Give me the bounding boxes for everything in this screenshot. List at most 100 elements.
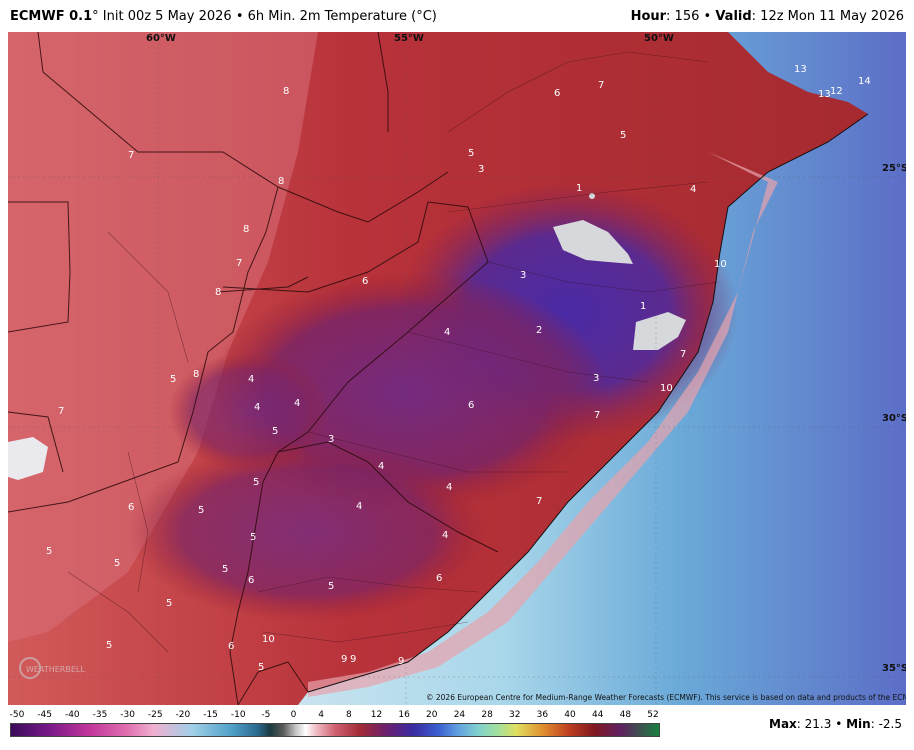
- legend-tick-label: -35: [92, 710, 108, 720]
- contour-label: 5: [222, 564, 228, 575]
- map-svg: 60°W 55°W 50°W 25°S 30°S 35°S 8 7 6 7 13…: [8, 32, 906, 705]
- contour-label: 7: [128, 150, 134, 161]
- valid-value: : 12z Mon 11 May 2026: [751, 9, 904, 24]
- max-min-readout: Max: 21.3 • Min: -2.5: [769, 717, 902, 731]
- legend-tick-label: -10: [230, 710, 246, 720]
- contour-label: 5: [170, 374, 176, 385]
- contour-label: 8: [278, 176, 284, 187]
- legend-tick-label: 20: [426, 710, 438, 720]
- lat-label: 25°S: [882, 163, 906, 174]
- coastline: [307, 113, 869, 693]
- contour-label: 7: [594, 410, 600, 421]
- legend-tick-label: 16: [398, 710, 410, 720]
- contour-label: 10: [660, 383, 673, 394]
- contour-label: 3: [328, 434, 334, 445]
- freezing-patch: [553, 220, 633, 264]
- contour-label: 5: [468, 148, 474, 159]
- cool-region-west: [168, 352, 328, 472]
- contour-label: 13: [818, 89, 831, 100]
- legend-tick-label: 44: [591, 710, 604, 720]
- legend-tick-label: 8: [345, 710, 352, 720]
- freezing-dot: [589, 193, 595, 199]
- contour-label: 5: [166, 598, 172, 609]
- legend-tick-label: 4: [318, 710, 325, 720]
- hour-value: : 156: [666, 9, 700, 24]
- legend-colorbar: [10, 723, 660, 737]
- legend-tick-label: 0: [290, 710, 297, 720]
- field-name: 6h Min. 2m Temperature (°C): [247, 9, 437, 24]
- contour-label: 7: [536, 496, 542, 507]
- legend-tick-label: 24: [453, 710, 466, 720]
- contour-label: 4: [356, 501, 362, 512]
- contour-label: 4: [294, 398, 300, 409]
- contour-label: 5: [253, 477, 259, 488]
- legend-tick-label: -5: [261, 710, 271, 720]
- contour-label: 1: [576, 183, 582, 194]
- legend-tick-label: 32: [509, 710, 521, 720]
- state-lines: [67, 51, 719, 653]
- legend-tick-label: 40: [564, 710, 576, 720]
- color-legend: -50 -45 -40 -35 -30 -25 -20 -15 -10 -5 0 4 8 12 16 20 24…: [10, 710, 660, 746]
- contour-label: 14: [858, 76, 871, 87]
- separator: •: [235, 9, 244, 24]
- freezing-patch: [8, 437, 48, 480]
- legend-tick-label: -25: [147, 710, 163, 720]
- contour-label: 13: [794, 64, 807, 75]
- title-left: ECMWF 0.1° Init 00z 5 May 2026 • 6h Min.…: [10, 9, 437, 24]
- min-value: : -2.5: [870, 717, 902, 731]
- legend-tick-label: -15: [203, 710, 218, 720]
- contour-label: 4: [444, 327, 450, 338]
- legend-tick-label: 36: [536, 710, 549, 720]
- contour-label: 6: [248, 575, 254, 586]
- title-right: Hour: 156 • Valid: 12z Mon 11 May 2026: [631, 9, 904, 24]
- legend-tick-label: 12: [370, 710, 383, 720]
- freezing-patch: [633, 312, 686, 350]
- contour-label: 5: [328, 581, 334, 592]
- contour-label: 6: [128, 502, 134, 513]
- contour-label: 4: [378, 461, 384, 472]
- weatherbell-logo: WEATHERBELL: [19, 657, 85, 679]
- contour-label: 6: [468, 400, 474, 411]
- legend-tick-label: -20: [175, 710, 191, 720]
- warm-region: [8, 32, 318, 642]
- copyright-notice: © 2026 European Centre for Medium-Range …: [426, 693, 906, 702]
- contour-label: 5: [198, 505, 204, 516]
- legend-tick-label: -45: [37, 710, 52, 720]
- contour-label: 10: [714, 259, 727, 270]
- contour-label: 5: [106, 640, 112, 651]
- contour-label: 3: [593, 373, 599, 384]
- contour-label: 6: [554, 88, 560, 99]
- contour-label: 12: [830, 86, 843, 97]
- separator: •: [703, 9, 712, 24]
- lon-label: 60°W: [146, 33, 176, 44]
- contour-label: 9: [341, 654, 347, 665]
- hour-label: Hour: [630, 9, 667, 24]
- contour-label: 3: [478, 164, 484, 175]
- logo-text: WEATHERBELL: [26, 665, 85, 674]
- legend-ticks: -50 -45 -40 -35 -30 -25 -20 -15 -10 -5 0 4 8 12 16 20 24…: [10, 710, 660, 722]
- contour-label: 5: [272, 426, 278, 437]
- contour-label: 7: [598, 80, 604, 91]
- contour-label: 6: [228, 641, 234, 652]
- valid-label: Valid: [715, 9, 752, 24]
- contour-label: 7: [680, 349, 686, 360]
- contour-label: 4: [248, 374, 254, 385]
- legend-tick-label: 52: [647, 710, 659, 720]
- contour-label: 8: [215, 287, 221, 298]
- lat-label: 35°S: [882, 663, 906, 674]
- contour-label: 5: [250, 532, 256, 543]
- model-name: ECMWF 0.1: [10, 9, 93, 24]
- contour-label: 4: [254, 402, 260, 413]
- contour-labels: 8 7 6 7 13 14 13 12 5 3 5 1 4 8 8 8 7 3 …: [46, 64, 871, 673]
- contour-label: 4: [690, 184, 696, 195]
- lon-label: 50°W: [644, 33, 674, 44]
- contour-label: 5: [46, 546, 52, 557]
- contour-label: 1: [640, 301, 646, 312]
- contour-label: 7: [58, 406, 64, 417]
- separator: •: [835, 717, 843, 731]
- contour-label: 5: [620, 130, 626, 141]
- legend-tick-label: -30: [120, 710, 135, 720]
- contour-label: 5: [258, 662, 264, 673]
- contour-label: 9: [398, 656, 404, 667]
- contour-label: 2: [536, 325, 542, 336]
